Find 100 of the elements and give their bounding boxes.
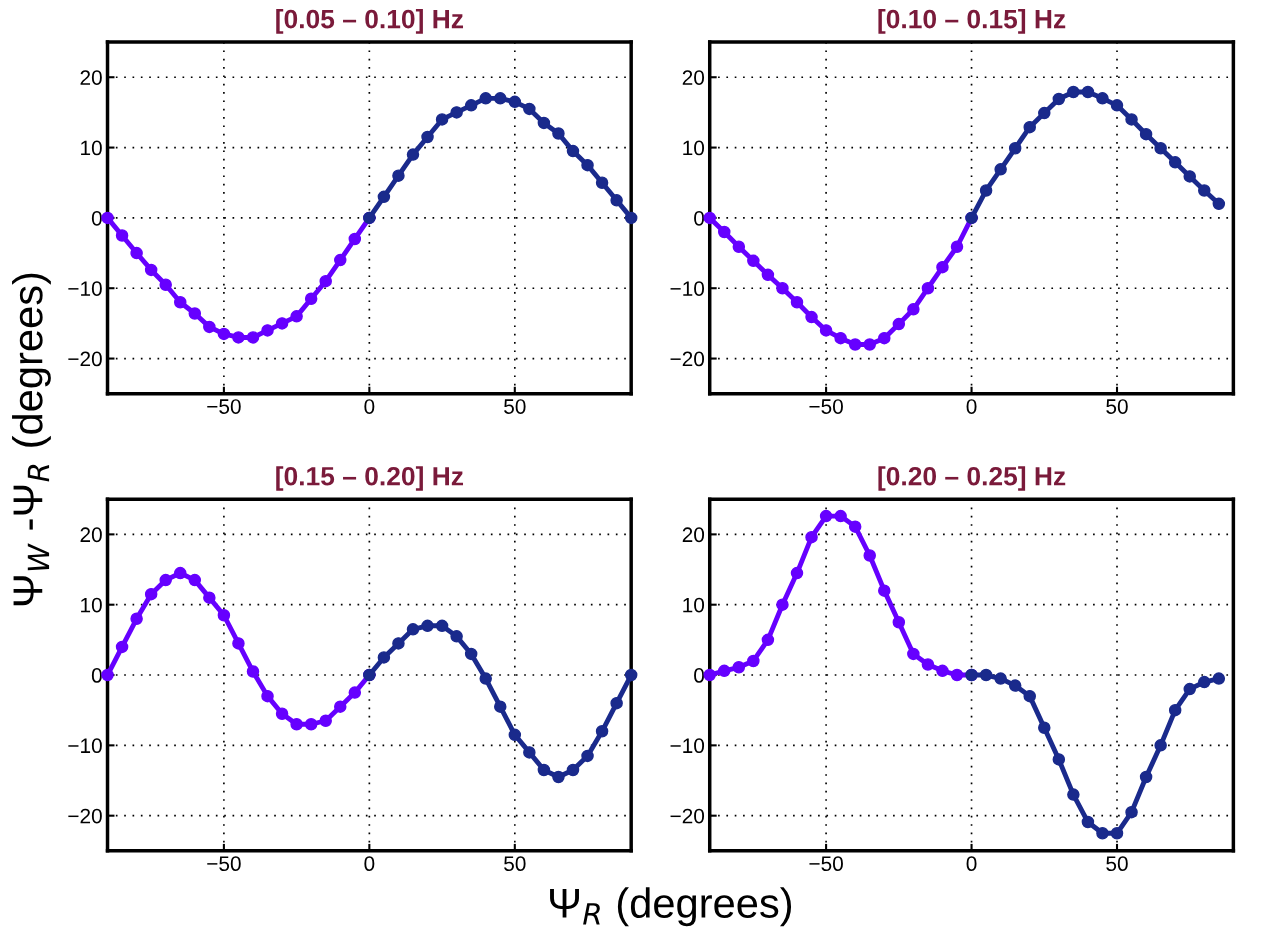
point [1125,113,1138,126]
point [566,144,580,158]
point [1139,770,1153,784]
point [834,509,847,523]
point [921,281,935,295]
point [624,668,638,682]
point [610,696,623,710]
point [921,658,935,671]
y-tick-label: 20 [682,527,705,543]
point [776,281,789,295]
point [435,619,449,633]
point [348,686,362,699]
point [275,707,289,720]
y-tick-label: −10 [670,738,705,754]
x-tick-label: −50 [809,399,843,414]
point [159,278,172,291]
point [994,672,1007,685]
point [581,749,594,763]
point [1096,92,1109,105]
point [130,612,143,626]
point [348,232,362,246]
point [435,113,449,126]
x-tick-label: 50 [1106,399,1128,414]
point [392,169,405,182]
point [188,307,202,320]
point [1052,92,1066,106]
point [1081,85,1095,99]
y-tick-label: 10 [81,597,102,613]
point [1168,156,1182,169]
point [979,668,993,682]
x-tick-label: 0 [966,399,977,414]
y-tick-label: 0 [91,668,102,683]
point [479,92,492,105]
point [1183,682,1196,696]
point [377,651,391,664]
point [261,324,274,337]
point [907,303,920,316]
point [334,700,347,713]
point [464,99,478,112]
point [1168,703,1182,717]
point [732,240,746,253]
point [508,728,522,742]
point [1023,689,1036,703]
y-tick-label: 0 [694,668,705,683]
point [304,718,318,731]
point [1198,184,1211,197]
point [790,566,804,580]
point [790,296,804,309]
y-tick-label: −20 [68,351,102,367]
x-tick-label: −50 [207,399,241,414]
point [805,310,818,324]
point [610,194,623,207]
point [595,176,609,189]
point [892,616,906,629]
point [406,623,420,636]
point [174,296,187,309]
point [494,700,507,713]
point [246,331,260,344]
point [523,102,536,116]
point [950,240,964,253]
point [1038,721,1051,735]
point [776,598,789,611]
point [552,770,565,784]
point [718,664,731,678]
point [494,92,507,105]
x-tick-label: 0 [966,856,977,872]
y-tick-label: 20 [80,70,102,85]
point [537,763,551,777]
point [994,163,1007,176]
point [115,229,129,242]
point [1212,197,1226,211]
point [537,116,551,130]
point [761,268,775,282]
point [1125,805,1138,819]
y-tick-label: −10 [670,281,705,296]
point [421,130,434,144]
chart-title: [0.10 – 0.15] Hz [878,9,1066,34]
point [217,327,231,341]
point [130,246,143,260]
x-tick-label: −50 [207,856,241,872]
y-tick-label: −20 [670,808,705,824]
point [319,714,332,727]
point [334,253,347,267]
point [878,331,891,345]
point [1154,739,1167,752]
chart-title: [0.05 – 0.10] Hz [276,9,464,34]
point [115,640,129,654]
point [950,668,964,682]
point [144,587,158,601]
x-tick-label: 50 [1106,856,1128,872]
point [203,591,216,604]
point [290,310,303,323]
point [805,530,818,544]
point [290,718,303,731]
point [1154,142,1167,155]
point [979,184,993,197]
point [232,637,245,650]
point [1067,85,1080,99]
point [246,665,260,678]
point [217,608,231,622]
